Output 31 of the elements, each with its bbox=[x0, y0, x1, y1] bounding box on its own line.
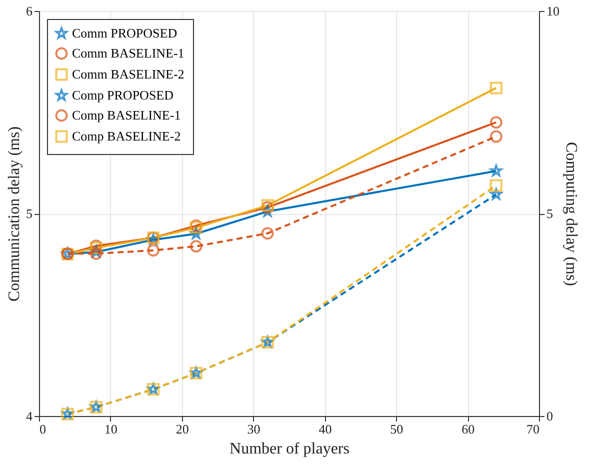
point bbox=[90, 247, 102, 260]
point bbox=[490, 116, 502, 129]
legend-label: Comp BASELINE-1 bbox=[72, 108, 181, 122]
point bbox=[490, 130, 502, 143]
x-axis-title: Number of players bbox=[230, 440, 350, 458]
x-tick-label: 40 bbox=[318, 422, 332, 436]
x-tick-label: 0 bbox=[40, 422, 46, 436]
point bbox=[261, 227, 274, 240]
y2-tick-label: 10 bbox=[546, 4, 560, 18]
y2-tick-label: 0 bbox=[546, 408, 553, 424]
legend-label: Comm PROPOSED bbox=[72, 26, 178, 40]
legend-label: Comm BASELINE-1 bbox=[72, 46, 184, 60]
x-tick-label: 20 bbox=[176, 422, 189, 436]
legend-label: Comp BASELINE-2 bbox=[72, 128, 181, 144]
y2-axis-title: Computing delay (ms) bbox=[562, 142, 580, 286]
y2-tick-label: 5 bbox=[546, 206, 553, 221]
x-tick-label: 10 bbox=[104, 422, 118, 436]
x-tick-label: 50 bbox=[390, 422, 404, 436]
legend-label: Comm BASELINE-2 bbox=[72, 66, 184, 82]
point bbox=[190, 240, 202, 253]
x-tick-label: 70 bbox=[526, 422, 540, 436]
point bbox=[490, 82, 502, 94]
legend-label: Comp PROPOSED bbox=[72, 88, 174, 102]
y-tick-label: 4 bbox=[26, 408, 33, 424]
x-tick-label: 30 bbox=[247, 422, 260, 436]
point bbox=[147, 244, 160, 257]
point bbox=[490, 179, 502, 192]
x-tick-label: 60 bbox=[462, 422, 475, 436]
y-axis-title: Communication delay (ms) bbox=[6, 126, 23, 302]
y-tick-label: 6 bbox=[26, 4, 33, 18]
y-tick-label: 5 bbox=[26, 206, 32, 221]
